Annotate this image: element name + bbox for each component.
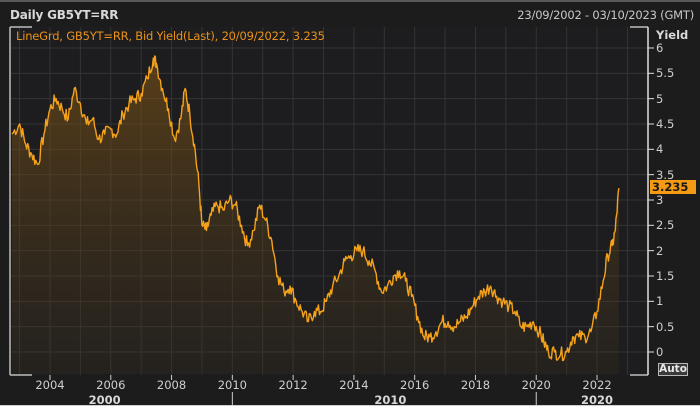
y-tick-label: 2.5 <box>656 218 675 233</box>
y-axis-label: Yield <box>656 28 689 42</box>
y-tick-label: 1 <box>656 294 664 309</box>
x-tick-label: 2016 <box>400 378 430 392</box>
y-tick-label: 4 <box>656 142 664 157</box>
x-tick-label: 2020 <box>521 378 551 392</box>
y-tick-label: 1.5 <box>656 268 675 283</box>
last-value-badge: 3.235 <box>650 180 696 194</box>
x-tick-label: 2012 <box>278 378 308 392</box>
auto-scale-button[interactable]: Auto <box>658 363 688 376</box>
series-legend: LineGrd, GB5YT=RR, Bid Yield(Last), 20/0… <box>16 29 325 43</box>
x-tick-label: 2004 <box>35 378 65 392</box>
decade-label: 2000 <box>88 393 121 406</box>
decade-label: 2020 <box>581 393 614 406</box>
y-tick-label: 5 <box>656 91 664 106</box>
y-tick-label: 4.5 <box>656 116 675 131</box>
y-tick-label: 2 <box>656 243 664 258</box>
y-tick-marks <box>648 47 654 353</box>
date-range: 23/09/2002 - 03/10/2023 (GMT) <box>517 8 694 22</box>
decade-label: 2010 <box>374 393 407 406</box>
y-tick-label: 0 <box>656 345 664 359</box>
x-tick-label: 2010 <box>217 378 247 392</box>
x-tick-label: 2006 <box>96 378 126 392</box>
y-tick-label: 3.5 <box>656 167 675 182</box>
x-tick-label: 2022 <box>582 378 612 392</box>
y-tick-label: 0.5 <box>656 319 675 334</box>
y-tick-label: 5.5 <box>656 66 675 81</box>
x-tick-marks <box>49 375 598 405</box>
x-tick-label: 2008 <box>156 378 187 392</box>
yield-line <box>11 55 620 362</box>
y-tick-label: 6 <box>656 40 664 55</box>
y-tick-label: 3 <box>656 192 664 207</box>
x-tick-label: 2014 <box>339 378 369 392</box>
area-fill <box>12 56 619 374</box>
chart-title: Daily GB5YT=RR <box>10 8 119 22</box>
x-tick-label: 2018 <box>460 378 491 392</box>
